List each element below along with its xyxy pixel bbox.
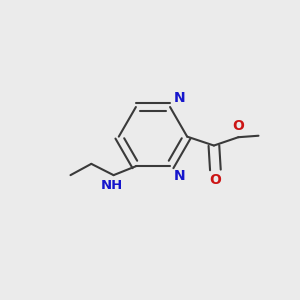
- Text: O: O: [232, 119, 244, 133]
- Text: N: N: [174, 169, 185, 183]
- Text: O: O: [209, 173, 221, 188]
- Text: N: N: [174, 91, 185, 105]
- Text: NH: NH: [101, 179, 123, 192]
